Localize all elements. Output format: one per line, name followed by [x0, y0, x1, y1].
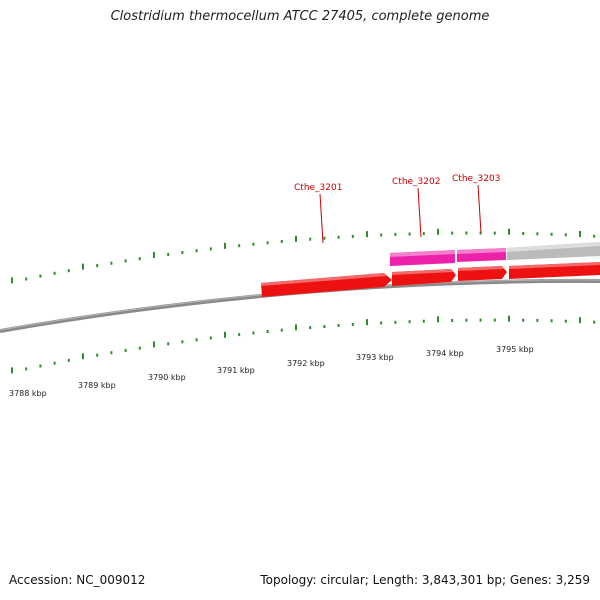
gene-highlight-3203 [457, 248, 506, 254]
outer-gc-ticks [11, 228, 596, 284]
label-leader-3202 [417, 187, 422, 238]
gene-label-cthe-3203[interactable]: Cthe_3203 [452, 174, 500, 184]
gene-highlight-3202 [390, 250, 455, 257]
gene-cthe-3201[interactable] [261, 273, 392, 297]
scale-label-3793: 3793 kbp [356, 353, 394, 362]
scale-label-3789: 3789 kbp [78, 381, 116, 390]
map-title: Clostridium thermocellum ATCC 27405, com… [110, 9, 490, 24]
gene-red-highlight-1 [261, 273, 387, 286]
gene-red-highlight-2 [392, 269, 453, 275]
accession-label: Accession: NC_009012 [9, 573, 146, 587]
genome-stats-label: Topology: circular; Length: 3,843,301 bp… [260, 573, 590, 587]
label-leader-3201 [319, 193, 324, 244]
inner-gc-ticks [11, 315, 596, 374]
gene-highlight-grey [507, 242, 600, 252]
scale-label-3792: 3792 kbp [287, 359, 325, 368]
gene-label-cthe-3201[interactable]: Cthe_3201 [294, 183, 342, 193]
gene-red-highlight-4 [509, 262, 600, 269]
scale-label-3794: 3794 kbp [426, 349, 464, 358]
label-leader-3203 [477, 184, 482, 234]
gene-red-highlight-3 [458, 266, 504, 271]
scale-label-3788: 3788 kbp [9, 389, 47, 398]
gene-label-cthe-3202[interactable]: Cthe_3202 [392, 177, 440, 187]
scale-label-3791: 3791 kbp [217, 366, 255, 375]
scale-label-3795: 3795 kbp [496, 345, 534, 354]
scale-label-3790: 3790 kbp [148, 373, 186, 382]
